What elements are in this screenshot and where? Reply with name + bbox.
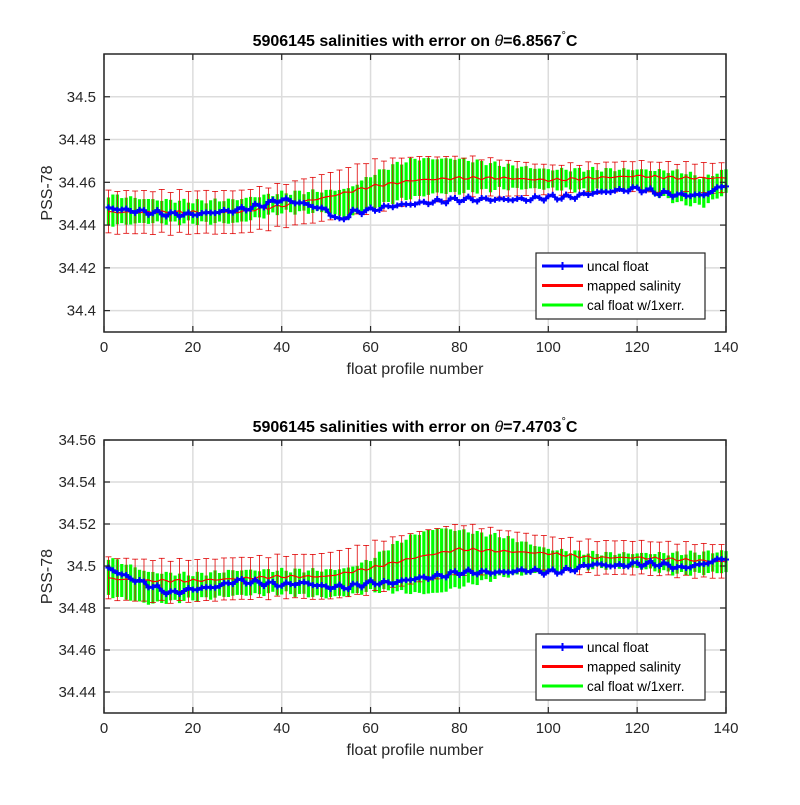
uncal-float-markers [105,555,729,598]
legend-label: mapped salinity [587,279,681,294]
x-tick-label: 20 [185,720,202,737]
y-tick-label: 34.54 [58,474,96,491]
y-tick-label: 34.4 [67,303,96,320]
x-tick-label: 40 [273,339,290,356]
x-tick-label: 0 [100,720,108,737]
x-tick-label: 100 [536,339,561,356]
y-tick-label: 34.46 [58,174,96,191]
legend-label: cal float w/1xerr. [587,298,685,313]
y-tick-label: 34.48 [58,132,96,149]
title-value: =6.8567 [503,33,561,50]
y-tick-label: 34.56 [58,432,96,449]
x-tick-label: 20 [185,339,202,356]
axes-box [103,439,727,714]
chart-1: 0 20 40 60 80 100 120 140 34.4 34.42 34.44 34.46 34.… [39,30,739,378]
title-theta: θ [494,419,503,436]
legend-label: uncal float [587,640,649,655]
y-tick-label: 34.5 [67,89,96,106]
y-tick-label: 34.52 [58,516,96,533]
x-tick-label: 140 [713,720,738,737]
title-unit: C [566,33,578,50]
title-theta: θ [494,33,503,50]
chart-title: 5906145 salinities with error on θ=6.856… [253,30,578,50]
title-degree: ° [561,416,565,428]
y-axis-label: PSS-78 [39,549,56,604]
y-tick-label: 34.44 [58,684,96,701]
legend-label: uncal float [587,259,649,274]
x-tick-label: 80 [451,720,468,737]
x-tick-label: 60 [362,720,379,737]
x-tick-label: 120 [625,339,650,356]
legend-label: mapped salinity [587,660,681,675]
y-tick-label: 34.44 [58,217,96,234]
uncal-float-markers [105,183,729,223]
x-tick-label: 140 [713,339,738,356]
x-tick-label: 100 [536,720,561,737]
title-text: 5906145 salinities with error on [253,33,495,50]
title-text: 5906145 salinities with error on [253,419,495,436]
chart-title: 5906145 salinities with error on θ=7.470… [253,416,578,436]
x-tick-label: 80 [451,339,468,356]
y-tick-label: 34.48 [58,600,96,617]
legend-label: cal float w/1xerr. [587,679,685,694]
legend: uncal float mapped salinity cal float w/1x… [535,252,706,320]
x-tick-label: 40 [273,720,290,737]
chart-2: 0 20 40 60 80 100 120 140 34.44 34.46 34.48 34.5 34.… [39,416,739,759]
legend: uncal float mapped salinity cal float w/1x… [535,633,706,701]
y-axis-label: PSS-78 [39,165,56,220]
y-tick-label: 34.42 [58,260,96,277]
y-tick-label: 34.5 [67,558,96,575]
mapped-salinity-line [108,547,727,583]
title-unit: C [566,419,578,436]
y-tick-label: 34.46 [58,642,96,659]
x-axis-label: float profile number [347,742,485,759]
x-tick-label: 0 [100,339,108,356]
title-degree: ° [561,30,565,42]
x-tick-label: 120 [625,720,650,737]
x-axis-label: float profile number [347,361,485,378]
x-tick-label: 60 [362,339,379,356]
title-value: =7.4703 [503,419,561,436]
axes-box [103,53,727,333]
